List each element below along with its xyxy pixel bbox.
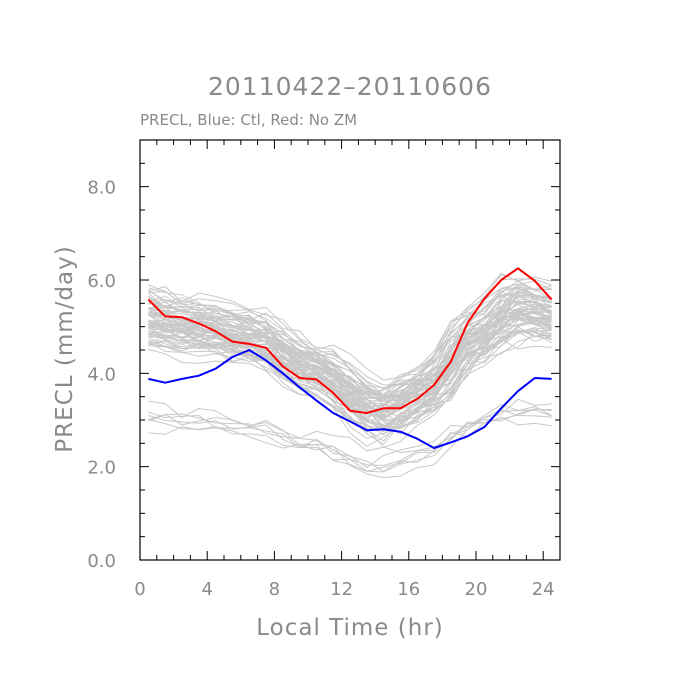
y-tick-label: 8.0 [87,178,116,199]
ensemble-member-line [148,303,552,432]
ensemble-member-line [148,311,552,435]
y-tick-label: 2.0 [87,458,116,479]
y-axis-label: PRECL (mm/day) [52,245,78,452]
series-line-ctl [148,349,552,449]
ensemble-member-line [148,294,552,381]
y-tick-label: 6.0 [87,271,116,292]
ensemble-member-line [148,406,552,473]
ensemble-member-line [148,329,552,430]
ensemble-member-line [148,313,552,399]
x-tick-label: 0 [134,579,145,600]
ensemble-member-line [148,404,552,469]
series-lines [147,267,553,449]
ensemble-member-line [148,309,552,423]
ensemble-member-line [148,317,552,433]
ensemble-member-line [148,298,552,390]
ensemble-member-line [148,319,552,445]
x-tick-label: 4 [201,579,212,600]
ensemble-member-line [148,299,552,436]
ensemble-member-line [148,331,552,427]
x-tick-label: 8 [269,579,280,600]
ensemble-member-line [148,416,552,472]
x-tick-label: 24 [532,579,555,600]
ensemble-member-line [148,311,552,396]
ensemble-member-line [148,318,552,402]
x-tick-label: 16 [397,579,420,600]
ensemble-member-line [148,316,552,447]
y-tick-label: 4.0 [87,364,116,385]
x-tick-label: 20 [465,579,488,600]
ensemble-member-line [148,276,552,401]
ensemble-member-line [148,280,552,399]
chart-title: 20110422–20110606 [208,72,492,101]
ensemble-member-line [148,408,552,454]
ensemble-member-line [148,295,552,386]
series-line-no-zm [147,267,553,414]
ensemble-member-line [148,318,552,421]
x-tick-label: 12 [330,579,353,600]
y-tick-label: 0.0 [87,551,116,572]
axes: 0 4 8 12 16 20 24 0.0 2.0 4.0 6.0 8.0 [87,139,561,600]
ensemble-lines [148,272,552,479]
ensemble-member-line [148,290,552,423]
chart-subtitle: PRECL, Blue: Ctl, Red: No ZM [140,111,357,129]
x-axis-label: Local Time (hr) [256,615,444,641]
